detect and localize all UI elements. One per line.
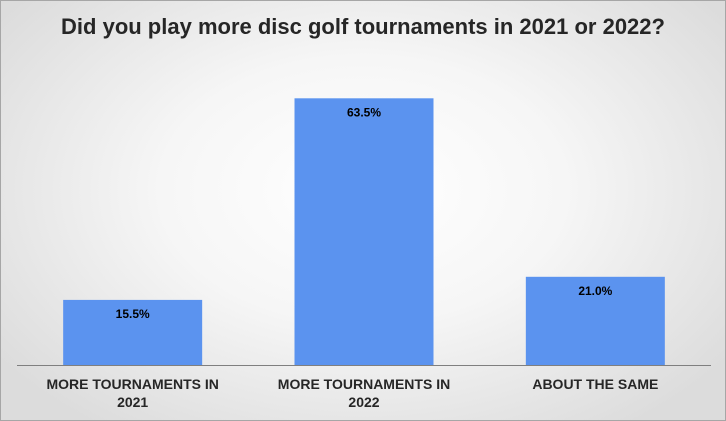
category-label-2-line-1: MORE TOURNAMENTS IN: [278, 376, 450, 392]
bar-2: [294, 98, 434, 366]
chart-title: Did you play more disc golf tournaments …: [61, 14, 665, 39]
data-label-3: 21.0%: [578, 284, 612, 298]
category-label-3-line-1: ABOUT THE SAME: [532, 376, 658, 392]
category-label-2-line-2: 2022: [348, 394, 379, 410]
data-label-2: 63.5%: [347, 105, 381, 119]
category-label-1-line-2: 2021: [117, 394, 148, 410]
data-label-1: 15.5%: [116, 307, 150, 321]
bar-1: [63, 299, 203, 365]
category-label-1-line-1: MORE TOURNAMENTS IN: [46, 376, 218, 392]
bar-3: [525, 276, 665, 365]
